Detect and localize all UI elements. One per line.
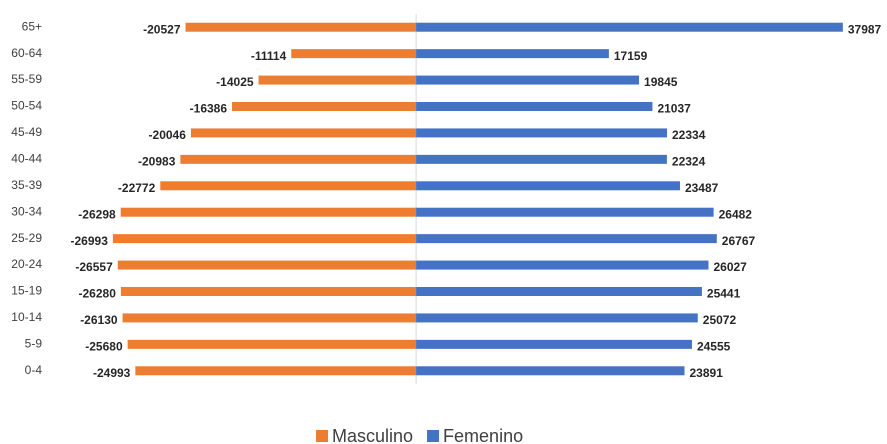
data-label: 21037 (657, 102, 691, 116)
bar (416, 22, 843, 32)
data-label: -26130 (80, 313, 118, 327)
bar (416, 75, 640, 85)
bar (416, 102, 653, 111)
y-tick-label: 20-24 (11, 257, 42, 271)
bar (120, 207, 417, 217)
legend-label: Femenino (443, 426, 523, 444)
bar (127, 339, 417, 349)
data-label: -20983 (138, 155, 176, 169)
data-label: -16386 (190, 102, 228, 116)
data-label: 26482 (719, 207, 753, 221)
bar (135, 366, 417, 376)
data-label: 17159 (614, 49, 648, 63)
y-tick-label: 65+ (22, 19, 42, 33)
y-tick-label: 5-9 (25, 337, 43, 351)
bar (232, 102, 417, 111)
y-tick-label: 10-14 (11, 310, 42, 324)
bar (180, 154, 417, 164)
bar (416, 339, 692, 349)
data-label: -20046 (149, 128, 187, 142)
legend-label: Masculino (332, 426, 413, 444)
data-label: 23487 (685, 181, 719, 195)
bar (416, 49, 609, 59)
y-tick-label: 30-34 (11, 204, 42, 218)
data-label: 37987 (848, 22, 882, 36)
bar (416, 128, 668, 138)
y-tick-label: 35-39 (11, 178, 42, 192)
bar (416, 154, 667, 164)
y-tick-label: 25-29 (11, 231, 42, 245)
bar (416, 287, 702, 296)
bar (416, 207, 714, 217)
bar (258, 75, 417, 85)
y-tick-label: 40-44 (11, 152, 42, 166)
data-label: -26280 (79, 287, 117, 301)
bar (416, 313, 698, 323)
bar (416, 234, 717, 244)
y-tick-label: 55-59 (11, 72, 42, 86)
data-label: -20527 (143, 22, 181, 36)
data-label: 26027 (713, 260, 747, 274)
data-label: -22772 (118, 181, 156, 195)
data-label: 26767 (722, 234, 756, 248)
data-label: -24993 (93, 366, 131, 380)
data-label: -25680 (85, 340, 123, 354)
legend-swatch (316, 430, 328, 442)
data-label: -14025 (216, 75, 254, 89)
bar (185, 22, 417, 32)
y-tick-label: 0-4 (25, 363, 43, 377)
data-label: 25072 (703, 313, 737, 327)
y-tick-label: 50-54 (11, 99, 42, 113)
data-label: -11114 (251, 49, 287, 63)
y-tick-label: 60-64 (11, 46, 42, 60)
data-label: 24555 (697, 340, 731, 354)
bar (190, 128, 417, 138)
data-label: -26557 (75, 260, 113, 274)
y-tick-label: 15-19 (11, 284, 42, 298)
bar (122, 313, 417, 323)
data-label: -26993 (71, 234, 109, 248)
data-label: 25441 (707, 287, 741, 301)
bar (117, 260, 417, 270)
legend-swatch (427, 430, 440, 442)
data-label: 23891 (690, 366, 724, 380)
data-label: 19845 (644, 75, 678, 89)
bar (416, 181, 680, 191)
bar (160, 181, 417, 191)
data-label: 22334 (672, 128, 706, 142)
bar (112, 234, 417, 244)
bar (416, 260, 709, 270)
bar (291, 49, 417, 59)
data-label: 22324 (672, 155, 706, 169)
bar (416, 366, 685, 376)
data-label: -26298 (78, 207, 116, 221)
bar (120, 287, 417, 296)
y-tick-label: 45-49 (11, 125, 42, 139)
